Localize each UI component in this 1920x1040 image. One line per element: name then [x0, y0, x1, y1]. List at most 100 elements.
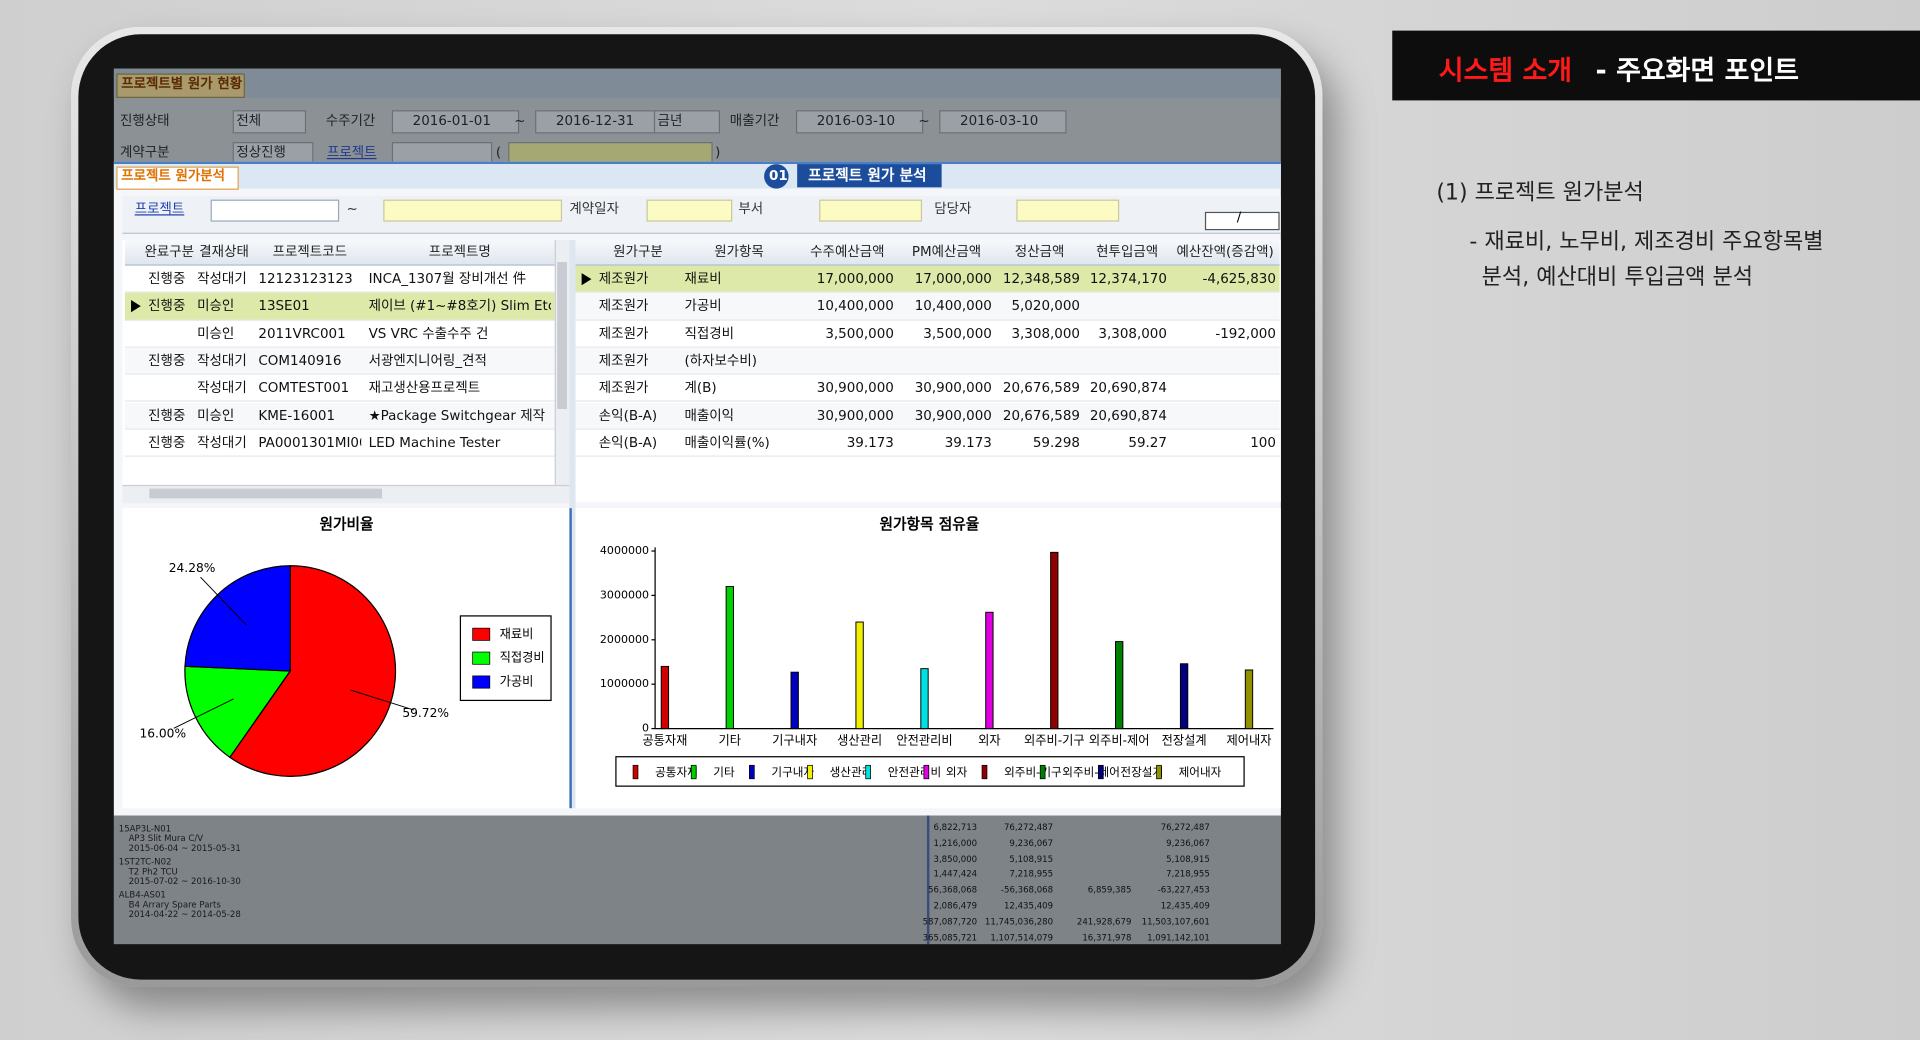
report-value: 9,236,067 — [1166, 838, 1210, 849]
grid-cell: 59.27 — [1128, 434, 1167, 451]
legend-label: 기타 — [713, 765, 735, 779]
legend-label: 생산관리 — [830, 765, 873, 779]
grid-cell: 작성대기 — [197, 270, 247, 287]
app-filter: ~ — [514, 112, 526, 129]
report-value: 2,086,479 — [933, 901, 978, 912]
grid-cell: (하자보수비) — [684, 352, 757, 369]
grid-cell: 20,690,874 — [1089, 379, 1167, 396]
legend-label: 외주비-기구 — [1004, 765, 1062, 779]
x-tick-label: 공통자재 — [642, 733, 687, 747]
search-label: 프로젝트 — [134, 200, 185, 217]
grid-row — [124, 265, 555, 294]
x-tick-label: 전장설계 — [1162, 733, 1207, 747]
grid-cell: 진행중 — [148, 297, 186, 314]
app-filter: 진행상태 — [120, 112, 170, 129]
window-tab-label: 프로젝트 원가분석 — [121, 167, 226, 184]
app-filter: 전체 — [236, 112, 262, 129]
report-value: 1,447,424 — [933, 869, 978, 880]
grid-cell: 손익(B-A) — [598, 407, 658, 424]
grid-row — [124, 429, 555, 457]
app-field — [653, 110, 721, 134]
report-divider — [926, 815, 930, 945]
grid-cell: LED Machine Tester — [368, 434, 501, 451]
scrollbar-thumb — [149, 488, 383, 499]
grid-row — [124, 293, 555, 321]
grid-cell: 10,400,000 — [914, 297, 992, 314]
badge-circle — [764, 164, 789, 189]
pie-slice — [184, 565, 291, 672]
grid-row — [575, 347, 1280, 375]
grid-cell: 서광엔지니어링_견적 — [368, 352, 487, 369]
grid-cell: 30,900,000 — [914, 407, 992, 424]
grid-cell: 진행중 — [148, 407, 186, 424]
row-marker — [581, 273, 592, 286]
grid-row — [575, 320, 1280, 348]
badge: 01 — [768, 167, 788, 184]
point-line: 분석, 예산대비 투입금액 분석 — [1481, 264, 1754, 291]
app-filter: 계약구분 — [120, 144, 170, 161]
grid-cell: 제조원가 — [598, 270, 649, 287]
legend-label: 기구내자 — [771, 765, 814, 779]
grid-cell: 재고생산용프로젝트 — [368, 379, 481, 396]
grid-cell: 2011VRC001 — [258, 325, 346, 342]
app-filter: 수주기간 — [325, 112, 376, 129]
grid-cell: 3,500,000 — [923, 325, 992, 342]
grid-cell: 17,000,000 — [914, 270, 992, 287]
grid-cell: 제조원가 — [598, 297, 649, 314]
title-rest: - 주요화면 포인트 — [1595, 56, 1799, 87]
legend-swatch — [472, 675, 491, 689]
legend-label: 외자 — [946, 765, 968, 779]
grid-cell: 제조원가 — [598, 379, 649, 396]
grid-cell: 진행중 — [148, 352, 186, 369]
grid-cell: 10,400,000 — [816, 297, 894, 314]
x-tick-label: 외주비-기구 — [1024, 733, 1085, 747]
search-input — [383, 199, 563, 222]
grid-cell: 17,000,000 — [816, 270, 894, 287]
report-name: B4 Arrary Spare Parts — [128, 900, 221, 910]
legend-swatch — [632, 764, 639, 780]
report-area — [113, 815, 1281, 945]
search-select — [1016, 199, 1120, 222]
app-filter: 2016-01-01 — [412, 112, 491, 129]
grid-cell: 12123123123 — [258, 270, 353, 287]
grid-column-header: PM예산금액 — [911, 243, 982, 260]
search-input — [646, 199, 733, 222]
app-filter: 정상진행 — [236, 144, 286, 161]
report-value: 1,107,514,079 — [990, 932, 1054, 943]
report-value: 3,850,000 — [933, 854, 978, 864]
report-value: 6,822,713 — [933, 822, 978, 833]
leader-line — [173, 698, 234, 729]
grid-cell: 진행중 — [148, 434, 186, 451]
grid-cell: 20,676,589 — [1002, 379, 1081, 396]
bar — [1179, 663, 1189, 730]
title-accent: 시스템 소개 — [1438, 56, 1573, 87]
bar — [790, 671, 799, 730]
report-value: 1,091,142,101 — [1147, 932, 1210, 943]
grid-row — [575, 293, 1280, 321]
search-input — [210, 199, 340, 222]
data-label: 24.28% — [169, 561, 216, 575]
grid-cell: 미승인 — [197, 407, 235, 424]
app-field — [391, 110, 520, 134]
grid-column-header: 수주예산금액 — [810, 243, 885, 260]
grid-row — [124, 402, 555, 430]
search-label: 계약일자 — [569, 200, 619, 217]
legend-swatch — [923, 764, 930, 780]
app-filter: 2016-03-10 — [960, 112, 1039, 129]
grid-row — [124, 347, 555, 375]
grid-cell: 39.173 — [846, 434, 894, 451]
grid-column-header: 결재상태 — [199, 243, 249, 260]
legend-swatch — [690, 764, 697, 780]
splitter — [569, 240, 576, 809]
data-label: 59.72% — [402, 706, 449, 720]
report-value: 6,859,385 — [1087, 885, 1132, 896]
search-select — [819, 199, 923, 222]
report-value: -63,227,453 — [1157, 885, 1210, 896]
report-value: 5,108,915 — [1166, 854, 1210, 864]
report-code: 1ST2TC-N02 — [118, 857, 172, 867]
grid-cell: 작성대기 — [197, 352, 247, 369]
report-value: 11,503,107,601 — [1141, 916, 1210, 927]
grid-cell: 직접경비 — [684, 325, 735, 342]
grid-header — [124, 240, 555, 266]
x-tick-label: 외주비-제어 — [1089, 733, 1150, 747]
